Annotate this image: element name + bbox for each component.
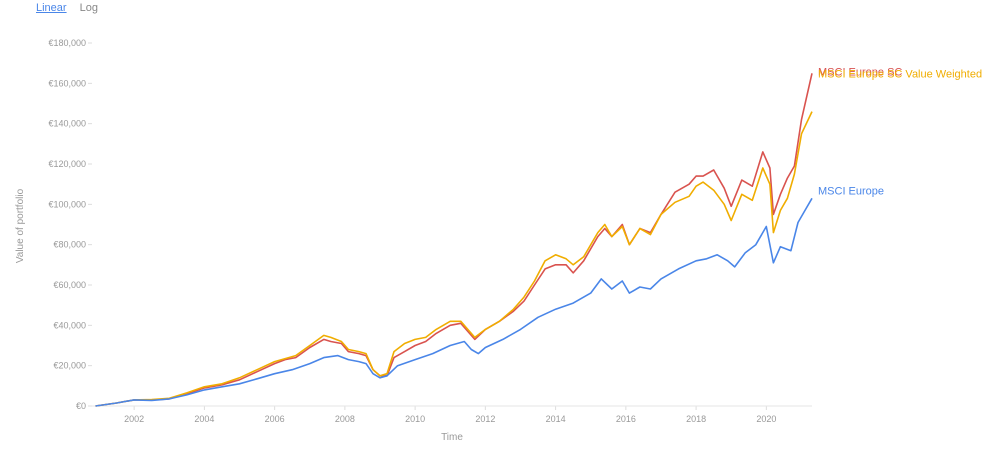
- x-tick-label: 2004: [194, 414, 214, 424]
- x-axis: 2002 2004 2006 2008 2010 2012 2014 2016 2018 2020: [124, 406, 776, 424]
- x-tick-label: 2012: [475, 414, 495, 424]
- series-lines: [95, 73, 813, 407]
- y-tick-label: €80,000: [53, 240, 86, 250]
- y-tick-label: €60,000: [53, 280, 86, 290]
- y-axis-title: Value of portfolio: [15, 188, 26, 263]
- x-tick-label: 2014: [546, 414, 566, 424]
- x-tick-label: 2016: [616, 414, 636, 424]
- x-tick-label: 2008: [335, 414, 355, 424]
- series-line-msci-europe-sc: [95, 73, 813, 407]
- scale-toggle: Linear Log: [36, 2, 108, 14]
- y-tick-label: €120,000: [48, 159, 86, 169]
- x-tick-label: 2006: [265, 414, 285, 424]
- y-tick-label: €20,000: [53, 361, 86, 371]
- series-line-msci-europe-sc-value-weighted: [95, 111, 813, 407]
- series-label-msci-europe: MSCI Europe: [818, 185, 884, 197]
- y-tick-label: €180,000: [48, 38, 86, 48]
- y-tick-label: €0: [76, 401, 86, 411]
- x-tick-label: 2020: [756, 414, 776, 424]
- series-label-msci-europe-sc-value-weighted: MSCI Europe SC Value Weighted: [818, 69, 982, 81]
- series-line-msci-europe: [95, 197, 813, 407]
- x-axis-title: Time: [441, 432, 463, 443]
- y-tick-label: €100,000: [48, 199, 86, 209]
- x-tick-label: 2010: [405, 414, 425, 424]
- y-tick-label: €160,000: [48, 78, 86, 88]
- y-tick-label: €140,000: [48, 119, 86, 129]
- y-axis: €0 €20,000 €40,000 €60,000 €80,000 €100,000 €1…: [48, 38, 92, 411]
- series-label-msci-europe-sc: MSCI Europe SC: [818, 66, 902, 78]
- y-tick-label: €40,000: [53, 320, 86, 330]
- log-scale-option[interactable]: Log: [79, 2, 98, 14]
- x-tick-label: 2002: [124, 414, 144, 424]
- linear-scale-option[interactable]: Linear: [36, 2, 67, 14]
- x-tick-label: 2018: [686, 414, 706, 424]
